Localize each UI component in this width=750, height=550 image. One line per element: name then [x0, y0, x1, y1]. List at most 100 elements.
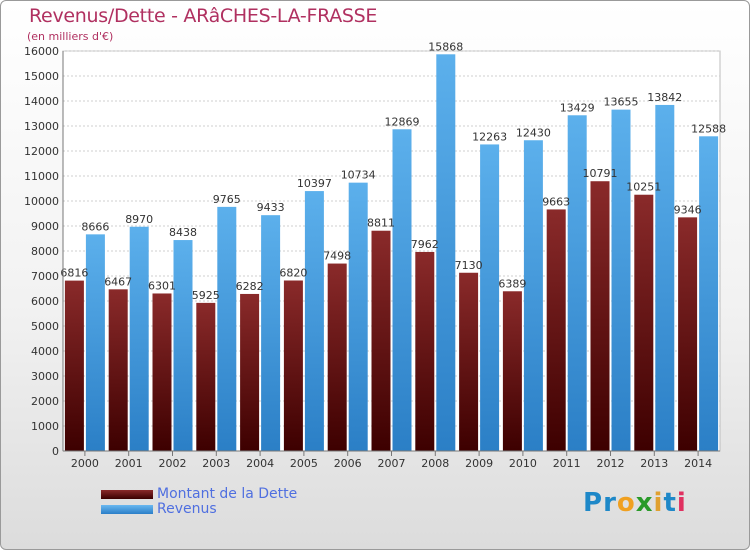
bar-dette: [678, 217, 698, 451]
data-label-revenus: 15868: [428, 40, 463, 53]
chart-title: Revenus/Dette - ARâCHES-LA-FRASSE: [29, 5, 378, 27]
y-tick-label: 2000: [31, 395, 59, 408]
bar-revenus: [480, 144, 500, 452]
legend-label-revenus: Revenus: [157, 501, 217, 517]
bar-dette: [634, 194, 654, 451]
x-tick-label: 2002: [159, 457, 187, 470]
bar-dette: [108, 289, 128, 451]
data-label-dette: 7498: [323, 250, 351, 263]
y-tick-label: 15000: [24, 70, 59, 83]
bar-dette: [371, 230, 391, 451]
y-tick-label: 7000: [31, 270, 59, 283]
x-tick-label: 2011: [553, 457, 581, 470]
y-tick-label: 1000: [31, 420, 59, 433]
data-label-dette: 7130: [455, 259, 483, 272]
bar-revenus: [348, 182, 368, 451]
data-label-revenus: 13655: [604, 96, 639, 109]
bar-revenus: [217, 206, 237, 451]
x-tick-label: 2006: [334, 457, 362, 470]
data-label-dette: 9663: [542, 195, 570, 208]
data-label-dette: 9346: [674, 203, 702, 216]
data-label-revenus: 8666: [81, 220, 109, 233]
x-tick-label: 2010: [509, 457, 537, 470]
legend-swatch-dette: [101, 490, 153, 499]
bar-dette: [240, 293, 260, 451]
data-label-dette: 6820: [279, 267, 307, 280]
data-label-revenus: 12430: [516, 126, 551, 139]
y-tick-label: 14000: [24, 95, 59, 108]
x-tick-label: 2000: [71, 457, 99, 470]
y-tick-label: 9000: [31, 220, 59, 233]
x-tick-label: 2007: [378, 457, 406, 470]
data-label-revenus: 9433: [257, 201, 285, 214]
data-label-revenus: 8970: [125, 213, 153, 226]
bar-revenus: [129, 226, 149, 451]
data-label-revenus: 10397: [297, 177, 332, 190]
proxiti-logo: Proxiti: [583, 488, 687, 518]
logo-letter: r: [603, 488, 617, 518]
bar-revenus: [699, 136, 719, 452]
bar-revenus: [85, 234, 105, 451]
logo-letter: i: [676, 488, 687, 518]
data-label-revenus: 13429: [560, 101, 595, 114]
x-tick-label: 2014: [684, 457, 712, 470]
y-tick-label: 12000: [24, 145, 59, 158]
bar-dette: [152, 293, 172, 451]
logo-letter: x: [635, 488, 654, 518]
bar-dette: [196, 302, 216, 451]
chart-subtitle: (en milliers d'€): [27, 30, 114, 43]
bar-revenus: [261, 215, 281, 451]
logo-letter: P: [583, 488, 604, 518]
x-tick-label: 2001: [115, 457, 143, 470]
y-tick-label: 8000: [31, 245, 59, 258]
bar-revenus: [304, 191, 324, 451]
x-tick-label: 2009: [465, 457, 493, 470]
x-tick-label: 2013: [640, 457, 668, 470]
bar-dette: [64, 280, 84, 451]
y-tick-label: 10000: [24, 195, 59, 208]
bar-revenus: [173, 240, 193, 451]
data-label-dette: 6301: [148, 279, 176, 292]
logo-letter: i: [653, 488, 664, 518]
logo-letter: o: [616, 488, 636, 518]
data-label-dette: 7962: [411, 238, 439, 251]
bar-revenus: [436, 54, 456, 452]
bar-dette: [283, 280, 303, 451]
y-tick-label: 3000: [31, 370, 59, 383]
data-label-dette: 6282: [236, 280, 264, 293]
bar-dette: [415, 251, 435, 451]
bar-dette: [502, 291, 522, 451]
x-tick-label: 2003: [202, 457, 230, 470]
y-tick-label: 5000: [31, 320, 59, 333]
logo-letter: t: [663, 488, 677, 518]
y-tick-label: 4000: [31, 345, 59, 358]
data-label-revenus: 12588: [691, 122, 726, 135]
y-tick-label: 16000: [24, 45, 59, 58]
data-label-revenus: 8438: [169, 226, 197, 239]
data-label-dette: 10251: [626, 181, 661, 194]
data-label-dette: 6816: [60, 267, 88, 280]
bar-revenus: [523, 140, 543, 451]
bar-revenus: [611, 109, 631, 451]
data-label-dette: 6467: [104, 275, 132, 288]
data-label-revenus: 12263: [472, 130, 507, 143]
data-label-revenus: 12869: [385, 115, 420, 128]
data-label-dette: 5925: [192, 289, 220, 302]
bar-dette: [327, 263, 347, 451]
y-tick-label: 0: [52, 445, 59, 458]
data-label-revenus: 9765: [213, 193, 241, 206]
bar-dette: [590, 181, 610, 451]
legend-label-dette: Montant de la Dette: [157, 486, 298, 502]
data-label-dette: 10791: [583, 167, 618, 180]
legend-swatch-revenus: [101, 505, 153, 514]
data-label-revenus: 10734: [341, 169, 376, 182]
bar-revenus: [655, 104, 675, 451]
bar-revenus: [392, 129, 412, 451]
x-tick-label: 2008: [421, 457, 449, 470]
x-tick-label: 2004: [246, 457, 274, 470]
data-label-revenus: 13842: [647, 91, 682, 104]
y-tick-label: 13000: [24, 120, 59, 133]
x-tick-label: 2012: [597, 457, 625, 470]
bar-dette: [546, 209, 566, 451]
